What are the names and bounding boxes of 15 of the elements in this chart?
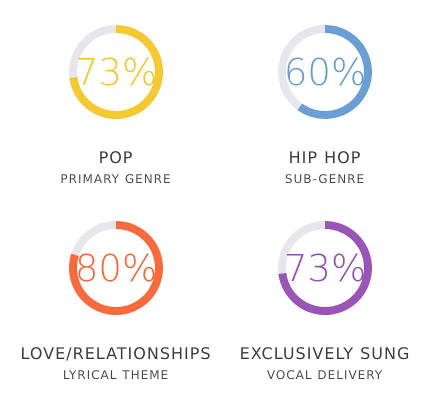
data-label: 60% xyxy=(284,51,366,94)
donut-slice xyxy=(69,221,163,315)
text: LOVE/RELATIONSHIPS xyxy=(20,344,212,363)
text: POP xyxy=(98,148,134,167)
text: SUB-GENRE xyxy=(284,172,366,186)
text: VOCAL DELIVERY xyxy=(266,368,384,382)
text: LYRICAL THEME xyxy=(62,368,170,382)
data-label: 73% xyxy=(74,51,158,94)
data-label: 80% xyxy=(74,247,158,290)
donut-slice xyxy=(278,221,372,315)
donut-slice xyxy=(69,25,163,119)
text: PRIMARY GENRE xyxy=(60,172,172,186)
text: HIP HOP xyxy=(288,148,362,167)
text: EXCLUSIVELY SUNG xyxy=(240,344,410,363)
data-label: 73% xyxy=(284,247,366,290)
